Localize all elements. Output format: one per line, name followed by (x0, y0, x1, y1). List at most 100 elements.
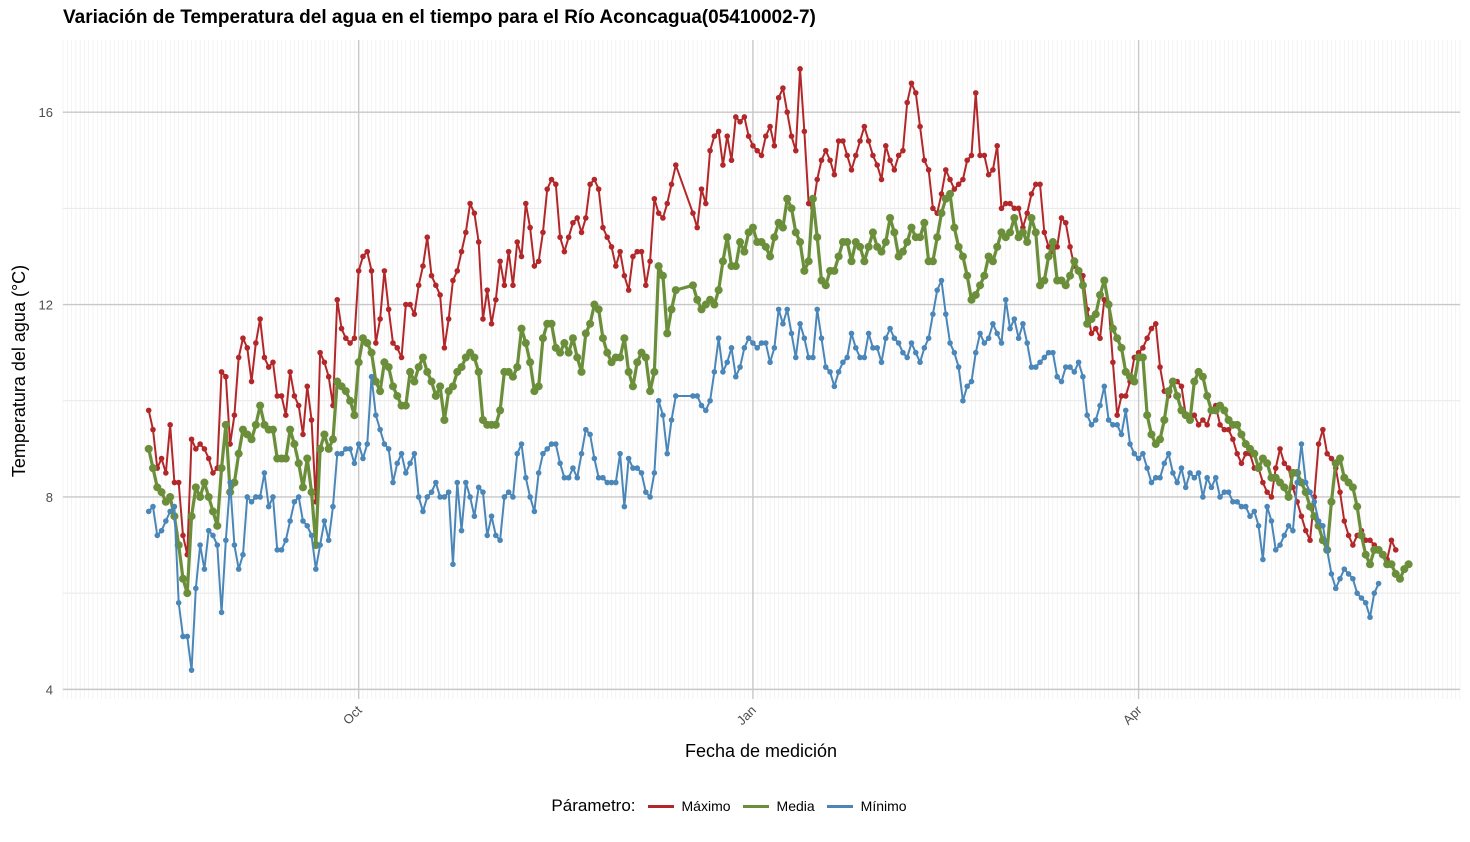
data-point-maximo (621, 272, 628, 279)
data-point-maximo (261, 354, 268, 361)
data-point-maximo (1028, 191, 1035, 197)
data-point-maximo (840, 138, 846, 144)
data-point-minimo (437, 494, 443, 500)
data-point-minimo (788, 330, 795, 337)
data-point-media (903, 238, 912, 247)
data-point-maximo (295, 402, 302, 409)
data-point-maximo (643, 282, 649, 289)
data-point-maximo (1350, 542, 1356, 548)
data-point-media (1327, 497, 1336, 506)
data-point-minimo (1337, 575, 1343, 582)
data-point-minimo (197, 542, 203, 548)
data-point-minimo (1217, 494, 1223, 500)
data-point-media (491, 420, 500, 429)
data-point-maximo (917, 123, 923, 130)
data-point-minimo (355, 441, 362, 447)
data-point-minimo (1311, 498, 1318, 505)
data-point-media (573, 353, 582, 362)
data-point-minimo (604, 479, 611, 486)
data-point-maximo (874, 162, 880, 168)
data-point-maximo (308, 417, 315, 423)
data-point-maximo (278, 393, 285, 399)
data-point-media (508, 372, 517, 381)
data-point-minimo (188, 667, 195, 673)
data-point-minimo (1294, 479, 1300, 486)
data-point-maximo (540, 229, 546, 236)
data-point-minimo (981, 340, 988, 346)
data-point-minimo (415, 494, 422, 500)
data-point-media (1250, 449, 1259, 458)
data-point-maximo (741, 114, 748, 120)
data-point-media (204, 492, 213, 501)
data-point-maximo (364, 248, 371, 255)
data-point-minimo (1127, 441, 1133, 447)
data-point-maximo (578, 229, 585, 236)
data-point-media (418, 353, 427, 362)
data-point-maximo (771, 143, 778, 149)
data-point-minimo (990, 321, 996, 327)
data-point-media (834, 252, 843, 261)
series-minimo (145, 277, 1382, 673)
data-point-minimo (1225, 489, 1232, 495)
data-point-media (384, 363, 393, 372)
data-point-minimo (163, 518, 169, 524)
data-point-minimo (287, 518, 293, 524)
data-point-minimo (1092, 417, 1099, 423)
data-point-maximo (591, 176, 598, 183)
data-point-media (526, 358, 535, 367)
data-point-minimo (591, 455, 598, 462)
data-point-minimo (844, 354, 851, 361)
data-point-minimo (638, 470, 645, 476)
data-point-minimo (805, 354, 812, 361)
data-point-minimo (240, 551, 246, 558)
data-point-minimo (887, 325, 893, 332)
data-point-maximo (1272, 465, 1279, 471)
data-point-minimo (1037, 359, 1043, 366)
data-point-maximo (1118, 393, 1125, 399)
data-point-maximo (583, 215, 589, 221)
data-point-media (234, 449, 243, 458)
data-point-maximo (145, 407, 152, 414)
data-point-minimo (1320, 523, 1326, 529)
data-point-maximo (167, 422, 173, 428)
data-point-minimo (394, 460, 401, 467)
data-point-minimo (694, 393, 701, 399)
data-point-minimo (150, 503, 156, 510)
data-point-maximo (343, 335, 349, 342)
data-point-media (1040, 276, 1049, 285)
data-point-media (1143, 411, 1152, 420)
data-point-media (993, 242, 1002, 251)
data-point-minimo (908, 340, 915, 346)
data-point-maximo (1307, 537, 1313, 544)
data-point-maximo (437, 292, 443, 298)
data-point-media (766, 252, 775, 261)
data-point-media (406, 367, 415, 376)
data-point-minimo (291, 498, 298, 505)
data-point-minimo (428, 489, 435, 495)
data-point-minimo (1028, 364, 1035, 370)
data-point-maximo (728, 157, 735, 164)
data-point-minimo (317, 542, 323, 548)
data-point-media (376, 387, 385, 396)
data-point-media (988, 257, 997, 266)
data-point-minimo (227, 479, 233, 486)
data-point-maximo (715, 128, 722, 135)
data-point-maximo (1088, 330, 1095, 337)
data-point-media (616, 353, 625, 362)
data-point-maximo (792, 147, 799, 154)
data-point-minimo (1251, 508, 1258, 515)
data-point-maximo (514, 239, 521, 245)
data-point-maximo (553, 181, 559, 188)
data-point-minimo (1084, 412, 1090, 419)
data-point-minimo (514, 450, 521, 457)
data-point-media (470, 353, 479, 362)
data-point-maximo (317, 349, 323, 356)
data-point-media (316, 444, 325, 453)
data-point-maximo (475, 239, 482, 245)
data-point-minimo (343, 446, 349, 452)
data-point-maximo (1015, 205, 1022, 212)
data-point-maximo (527, 224, 533, 231)
data-point-media (1173, 391, 1182, 400)
data-point-minimo (180, 633, 186, 640)
data-point-maximo (942, 167, 949, 173)
